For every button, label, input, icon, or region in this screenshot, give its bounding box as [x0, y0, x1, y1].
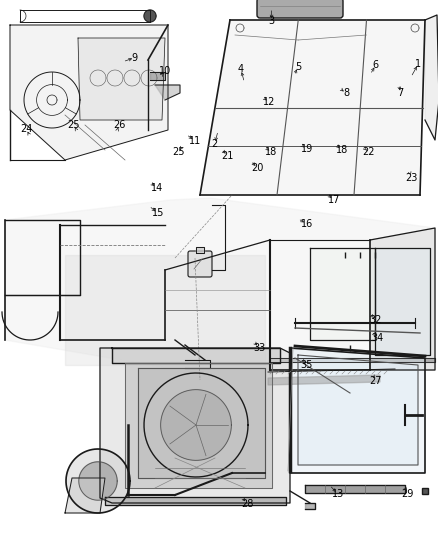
Polygon shape: [375, 248, 430, 355]
Text: 22: 22: [363, 148, 375, 157]
Text: 10: 10: [159, 66, 172, 76]
Polygon shape: [150, 72, 165, 80]
Polygon shape: [65, 478, 105, 513]
Polygon shape: [425, 15, 438, 140]
Text: 25: 25: [173, 148, 185, 157]
Text: 4: 4: [238, 64, 244, 74]
Text: 27: 27: [370, 376, 382, 386]
Polygon shape: [270, 358, 435, 362]
Text: 9: 9: [132, 53, 138, 62]
Polygon shape: [66, 449, 130, 513]
Text: 17: 17: [328, 195, 340, 205]
Text: 15: 15: [152, 208, 164, 218]
Text: 33: 33: [253, 343, 265, 352]
Polygon shape: [125, 363, 272, 488]
Text: 35: 35: [300, 360, 313, 370]
Text: 25: 25: [67, 120, 80, 130]
Polygon shape: [112, 348, 280, 363]
Polygon shape: [105, 497, 286, 505]
Polygon shape: [196, 247, 204, 253]
Polygon shape: [155, 85, 180, 100]
Text: 11: 11: [189, 136, 201, 146]
Polygon shape: [138, 368, 265, 478]
Text: 23: 23: [406, 173, 418, 183]
Text: 21: 21: [222, 151, 234, 160]
Text: 2: 2: [212, 139, 218, 149]
Polygon shape: [5, 198, 435, 370]
Text: 20: 20: [251, 163, 264, 173]
Polygon shape: [200, 20, 425, 195]
Text: 14: 14: [151, 183, 163, 192]
Text: 24: 24: [20, 124, 32, 134]
Text: 18: 18: [336, 146, 348, 155]
Polygon shape: [78, 38, 165, 120]
Polygon shape: [290, 348, 425, 473]
Polygon shape: [310, 248, 375, 340]
Polygon shape: [370, 228, 435, 370]
Text: 32: 32: [370, 315, 382, 325]
Text: 34: 34: [371, 334, 384, 343]
Text: 16: 16: [300, 219, 313, 229]
Text: 6: 6: [373, 60, 379, 70]
FancyBboxPatch shape: [188, 251, 212, 277]
Text: 1: 1: [415, 59, 421, 69]
Text: 13: 13: [332, 489, 344, 499]
Polygon shape: [144, 10, 156, 22]
Polygon shape: [305, 503, 315, 509]
Polygon shape: [305, 485, 405, 493]
Text: 8: 8: [343, 88, 349, 98]
Text: 12: 12: [263, 98, 275, 107]
Text: 29: 29: [401, 489, 413, 499]
Text: 19: 19: [300, 144, 313, 154]
Polygon shape: [161, 390, 231, 461]
FancyBboxPatch shape: [257, 0, 343, 18]
Text: 5: 5: [295, 62, 301, 71]
Text: 3: 3: [268, 17, 275, 26]
Text: 28: 28: [241, 499, 253, 508]
Polygon shape: [298, 355, 418, 465]
Text: 7: 7: [398, 88, 404, 98]
Text: 26: 26: [113, 120, 125, 130]
Polygon shape: [65, 255, 265, 365]
Polygon shape: [100, 348, 290, 503]
Polygon shape: [79, 462, 117, 500]
Polygon shape: [10, 25, 168, 160]
Text: 18: 18: [265, 148, 278, 157]
Polygon shape: [268, 375, 380, 385]
